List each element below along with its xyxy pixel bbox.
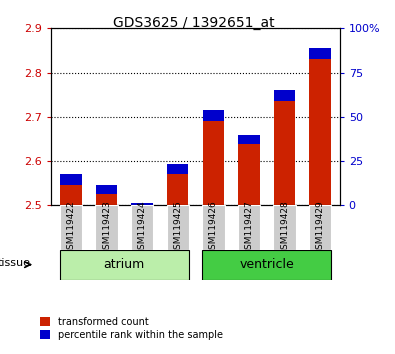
- Bar: [309, 48, 331, 59]
- Bar: [273, 205, 296, 250]
- Bar: [96, 185, 117, 194]
- Bar: [96, 185, 117, 205]
- Bar: [238, 135, 260, 205]
- Bar: [60, 205, 82, 250]
- Text: GSM119425: GSM119425: [173, 200, 182, 255]
- Bar: [60, 250, 189, 280]
- Bar: [132, 203, 153, 213]
- Text: GDS3625 / 1392651_at: GDS3625 / 1392651_at: [113, 16, 275, 30]
- Bar: [202, 250, 331, 280]
- Bar: [202, 205, 224, 250]
- Legend: transformed count, percentile rank within the sample: transformed count, percentile rank withi…: [36, 313, 227, 343]
- Bar: [238, 205, 260, 250]
- Text: GSM119429: GSM119429: [316, 200, 325, 255]
- Text: GSM119428: GSM119428: [280, 200, 289, 255]
- Bar: [274, 90, 295, 205]
- Text: GSM119426: GSM119426: [209, 200, 218, 255]
- Bar: [309, 48, 331, 205]
- Text: tissue: tissue: [0, 258, 31, 268]
- Text: atrium: atrium: [104, 258, 145, 271]
- Text: GSM119424: GSM119424: [137, 200, 147, 255]
- Bar: [95, 205, 118, 250]
- Bar: [167, 205, 189, 250]
- Bar: [309, 205, 331, 250]
- Bar: [167, 164, 188, 205]
- Bar: [60, 174, 82, 185]
- Bar: [203, 110, 224, 121]
- Bar: [203, 110, 224, 205]
- Bar: [238, 135, 260, 144]
- Text: GSM119423: GSM119423: [102, 200, 111, 255]
- Bar: [274, 90, 295, 101]
- Bar: [167, 164, 188, 175]
- Bar: [131, 205, 153, 250]
- Text: GSM119422: GSM119422: [66, 200, 75, 255]
- Bar: [132, 203, 153, 205]
- Text: GSM119427: GSM119427: [245, 200, 254, 255]
- Bar: [60, 175, 82, 205]
- Text: ventricle: ventricle: [239, 258, 294, 271]
